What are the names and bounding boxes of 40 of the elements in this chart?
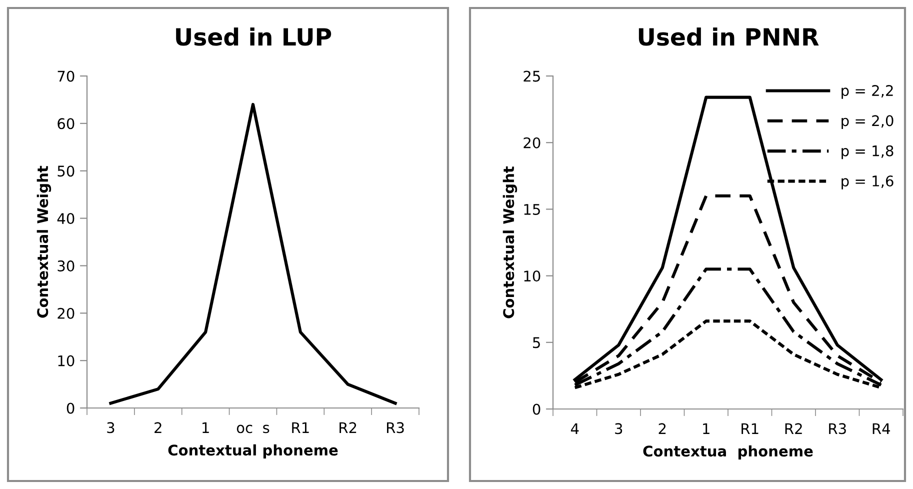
x-tick-label: 4 [570,423,579,434]
x-tick-label: 3 [107,422,114,434]
chart-title: Used in PNNR [638,28,819,46]
x-tick-label: R3 [829,423,846,434]
y-tick-label: 25 [524,70,540,82]
y-tick-label: 50 [58,166,74,177]
x-tick-label: oc s [236,424,270,434]
x-tick-label: 3 [615,423,622,434]
x-tick-label: R2 [340,422,356,433]
x-axis-title: Contextual phoneme [168,444,338,458]
y-tick-label: 10 [524,270,540,282]
legend-label: p = 2,2 [842,85,893,99]
y-tick-label: 0 [532,404,540,415]
x-tick-label: R2 [785,423,802,434]
y-tick-label: 60 [58,118,74,130]
legend-label: p = 1,8 [842,145,894,160]
x-axis-title: Contextua phoneme [643,445,813,460]
legend-label: p = 2,0 [842,115,894,130]
x-tick-label: 1 [202,422,209,433]
y-tick-label: 5 [533,337,540,348]
y-tick-label: 10 [58,355,74,366]
x-tick-label: R4 [872,423,890,434]
x-tick-label: R1 [292,422,309,433]
y-tick-label: 40 [57,213,74,224]
y-tick-label: 20 [524,137,540,148]
y-tick-label: 70 [58,70,74,82]
y-axis-title: Contextual Weight [36,166,52,318]
y-axis-title: Contextual Weight [502,166,518,318]
x-tick-label: R1 [742,423,758,434]
x-tick-label: R3 [387,422,404,434]
y-tick-label: 15 [524,204,540,215]
y-tick-label: 0 [66,402,74,414]
chart-title: Used in LUP [176,28,332,46]
x-tick-label: 2 [658,423,666,434]
line-series [109,102,397,405]
legend-label: p = 1,6 [842,175,894,190]
y-tick-label: 20 [58,308,74,319]
x-tick-label: 1 [703,423,710,434]
y-tick-label: 30 [58,260,74,272]
x-tick-label: 2 [154,422,162,433]
